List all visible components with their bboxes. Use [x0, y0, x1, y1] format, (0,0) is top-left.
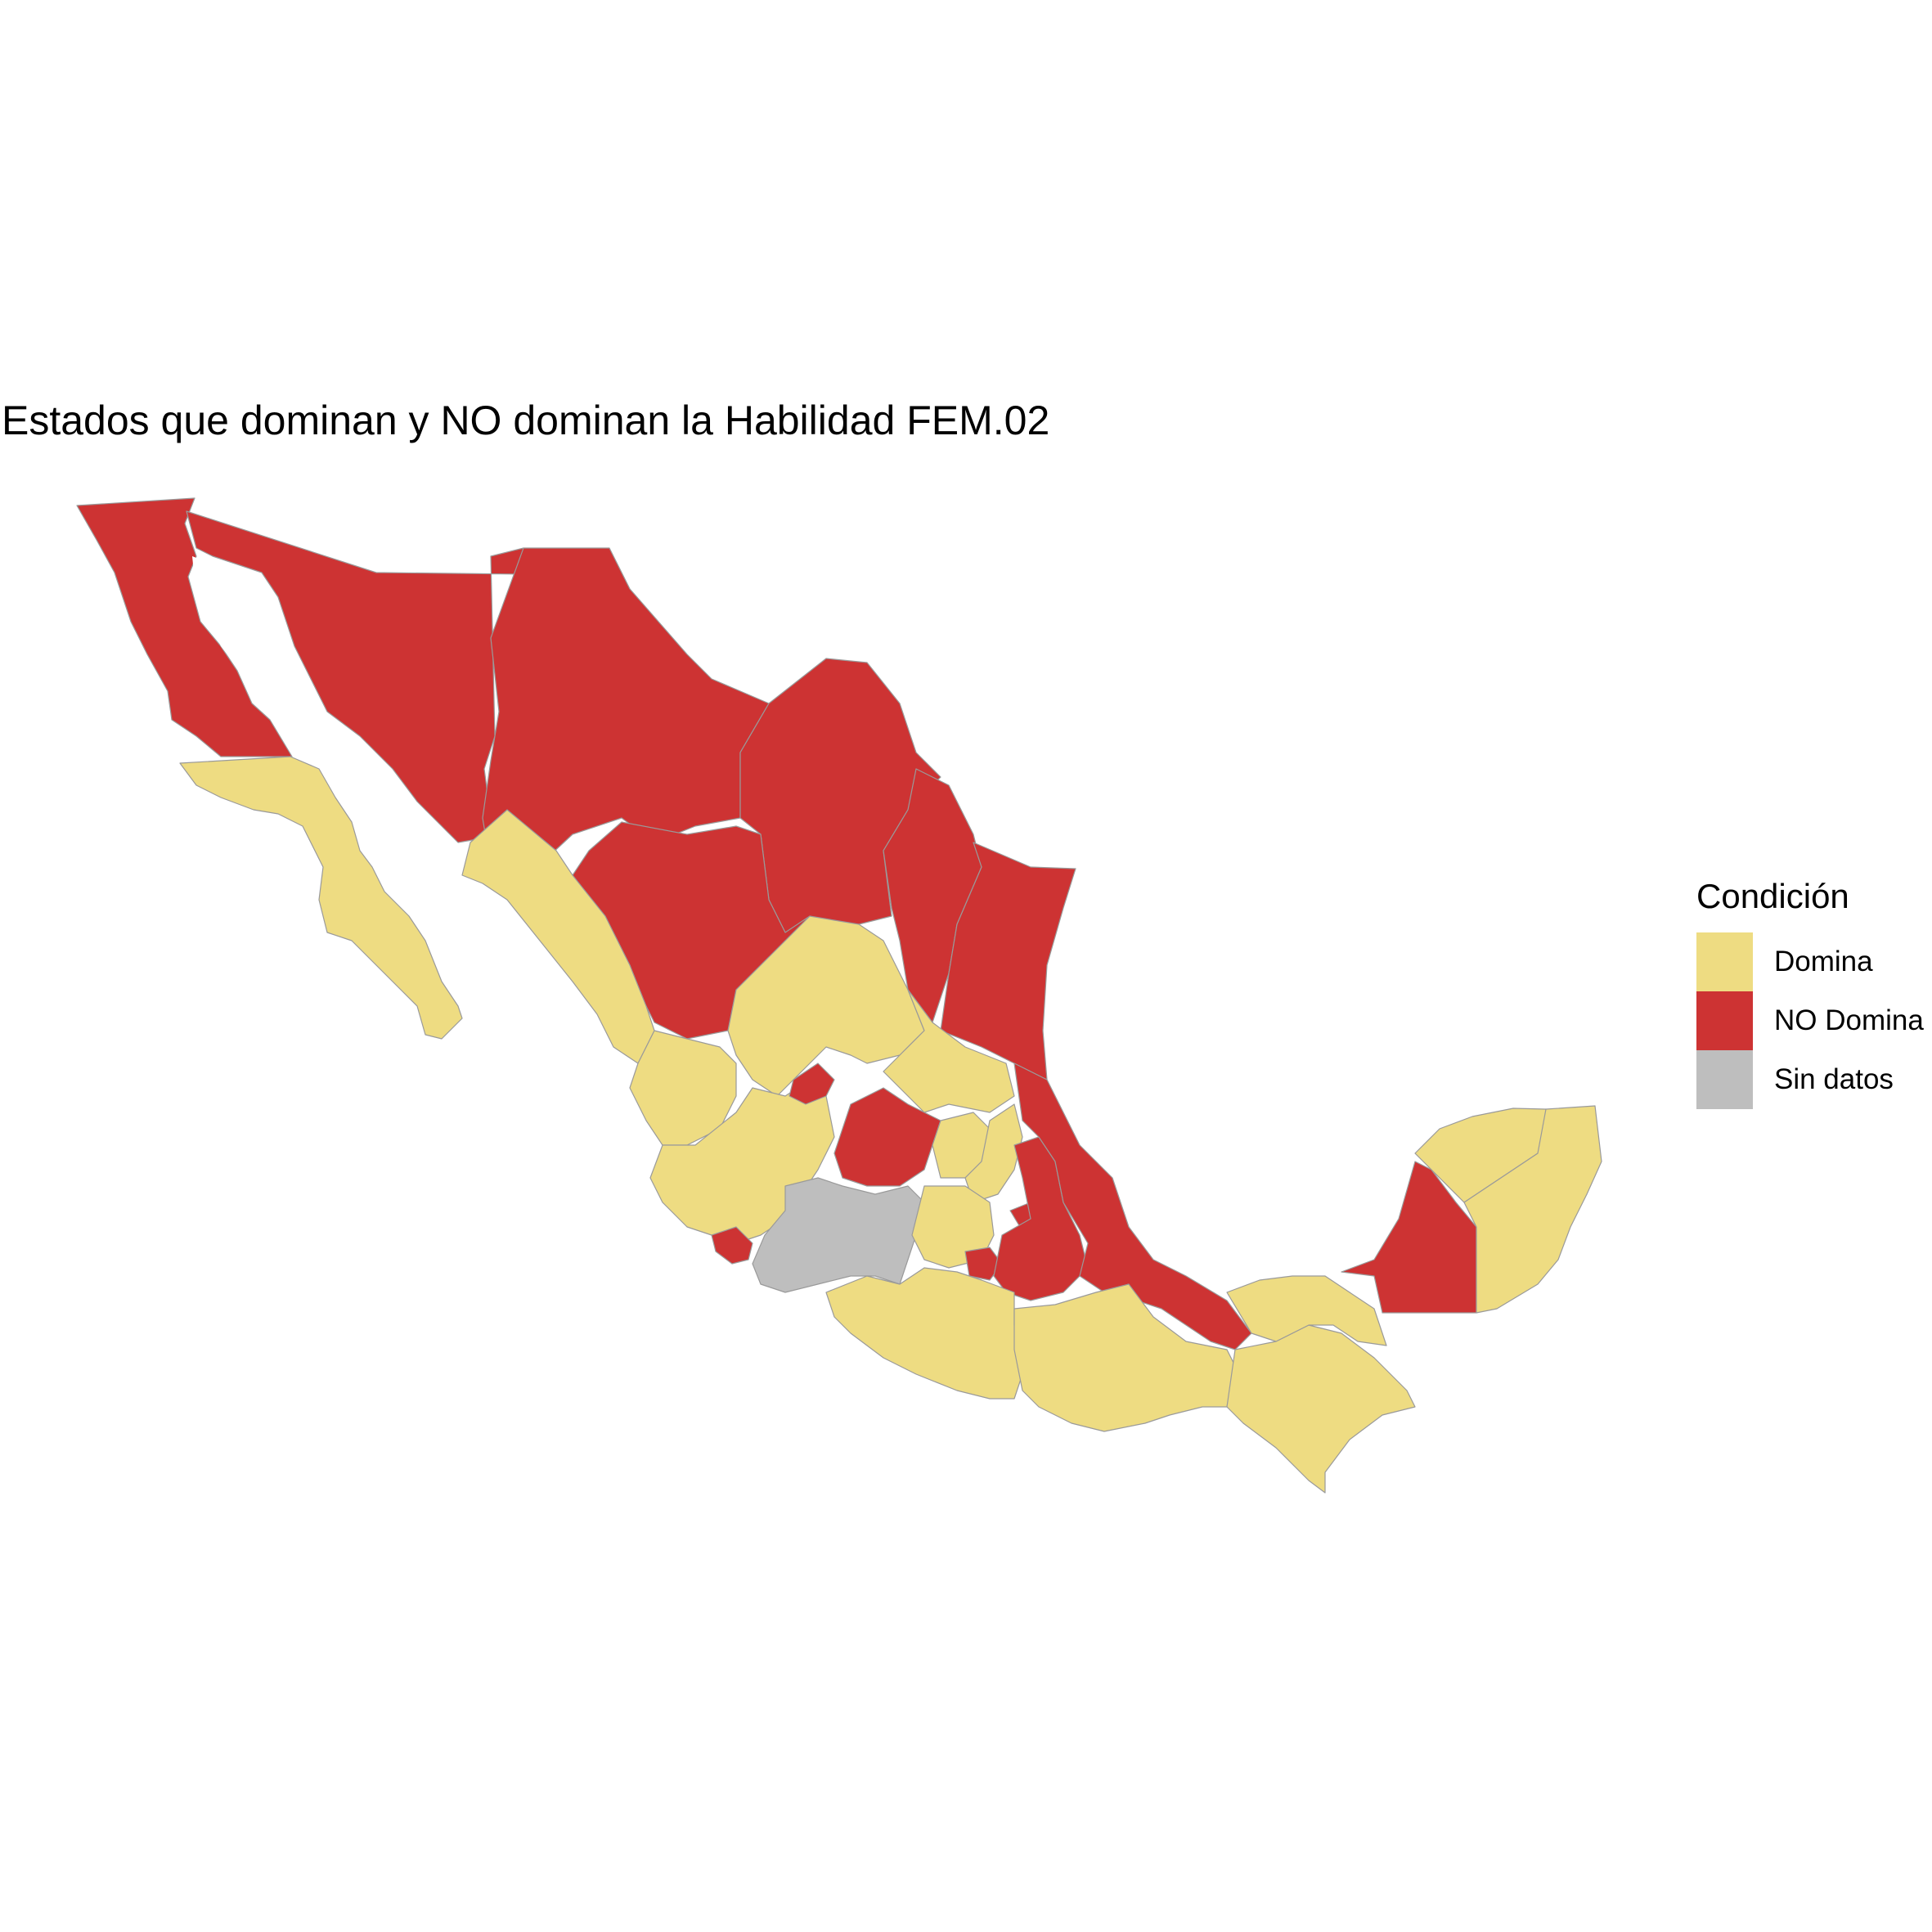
legend: Condición Domina NO Domina Sin datos	[1696, 877, 1924, 1109]
gulf-of-california	[192, 556, 294, 703]
region-campeche	[1341, 1161, 1477, 1314]
region-hidalgo	[964, 1103, 1023, 1203]
legend-label-sin-datos: Sin datos	[1774, 1063, 1894, 1095]
legend-item-sin-datos: Sin datos	[1696, 1050, 1924, 1109]
region-baja-california-sur	[179, 756, 463, 1040]
region-aguascalientes	[789, 1063, 835, 1105]
region-guanajuato	[833, 1087, 941, 1187]
region-michoacan	[752, 1177, 925, 1293]
region-sinaloa	[461, 809, 655, 1064]
region-nayarit	[629, 1030, 737, 1146]
legend-swatch-domina	[1696, 932, 1753, 991]
map-title: Estados que dominan y NO dominan la Habi…	[2, 398, 1050, 443]
legend-swatch-sin-datos	[1696, 1050, 1753, 1109]
legend-label-no-domina: NO Domina	[1774, 1004, 1924, 1036]
legend-label-domina: Domina	[1774, 946, 1873, 977]
legend-item-no-domina: NO Domina	[1696, 991, 1924, 1050]
region-oaxaca	[1013, 1283, 1236, 1432]
legend-item-domina: Domina	[1696, 932, 1924, 991]
region-colima	[711, 1226, 753, 1265]
legend-swatch-no-domina	[1696, 991, 1753, 1050]
region-quintana-roo	[1463, 1105, 1602, 1314]
region-sonora	[186, 510, 524, 843]
region-zacatecas	[727, 915, 925, 1097]
region-san-luis-potosi	[883, 989, 1015, 1113]
region-guerrero	[825, 1267, 1023, 1400]
region-coahuila	[739, 658, 941, 941]
region-chiapas	[1226, 1324, 1416, 1494]
region-tabasco	[1226, 1275, 1387, 1346]
region-veracruz	[1013, 1063, 1252, 1350]
legend-title: Condición	[1696, 877, 1849, 915]
